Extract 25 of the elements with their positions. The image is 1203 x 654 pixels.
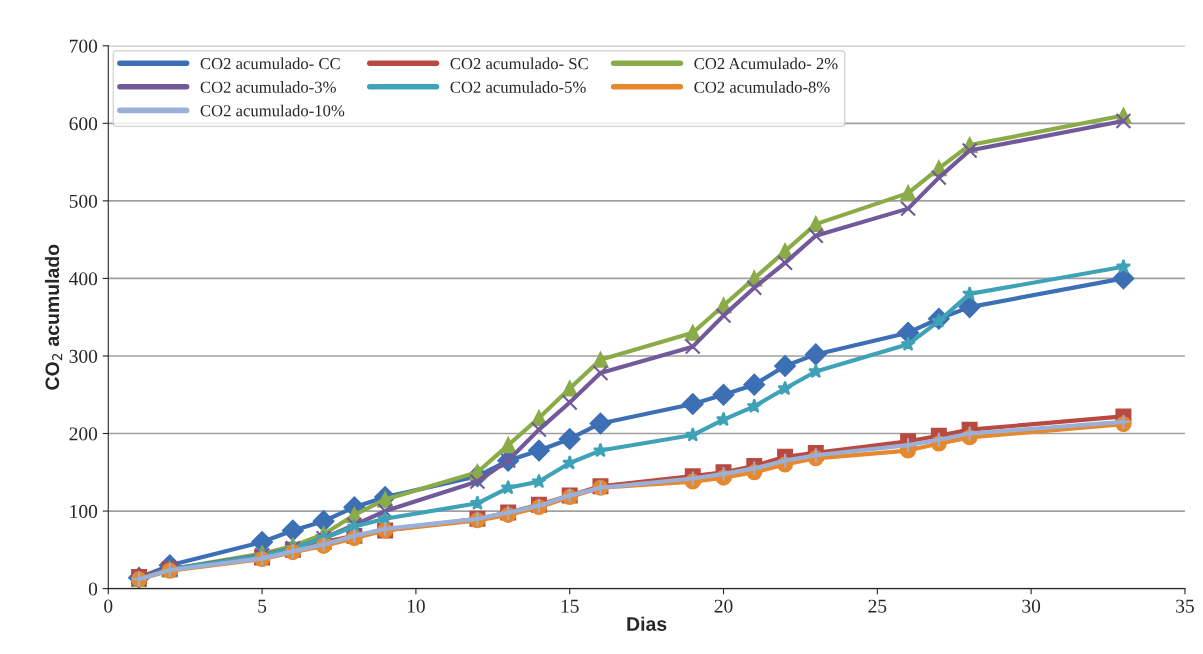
x-tick-label: 25 <box>868 599 887 613</box>
y-tick-label: 0 <box>88 582 98 596</box>
x-tick-label: 5 <box>258 599 267 613</box>
legend-label: CO2 acumulado- CC <box>200 57 340 70</box>
legend-label: CO2 acumulado-3% <box>200 81 336 93</box>
y-tick-label: 500 <box>69 194 98 208</box>
x-tick-label: 35 <box>1176 599 1194 613</box>
x-tick-label: 10 <box>407 599 425 613</box>
legend-label: CO2 Acumulado- 2% <box>694 57 838 70</box>
legend-label: CO2 acumulado- SC <box>450 57 588 70</box>
x-tick-label: 0 <box>104 599 113 613</box>
x-tick-label: 30 <box>1022 599 1041 613</box>
x-axis-title: Dias <box>627 616 667 631</box>
y-tick-label: 300 <box>69 349 98 363</box>
legend-label: CO2 acumulado-5% <box>450 81 586 93</box>
y-tick-label: 600 <box>69 117 98 131</box>
y-tick-label: 700 <box>69 39 98 53</box>
y-tick-label: 200 <box>69 427 98 441</box>
y-tick-label: 100 <box>70 504 98 518</box>
x-tick-label: 20 <box>714 599 733 613</box>
y-tick-label: 400 <box>69 272 98 286</box>
y-axis-title: CO$_{2}$ acumulado <box>44 244 63 390</box>
x-tick-label: 15 <box>561 599 579 613</box>
legend-label: CO2 acumulado-8% <box>694 81 830 93</box>
legend-label: CO2 acumulado-10% <box>200 104 345 117</box>
